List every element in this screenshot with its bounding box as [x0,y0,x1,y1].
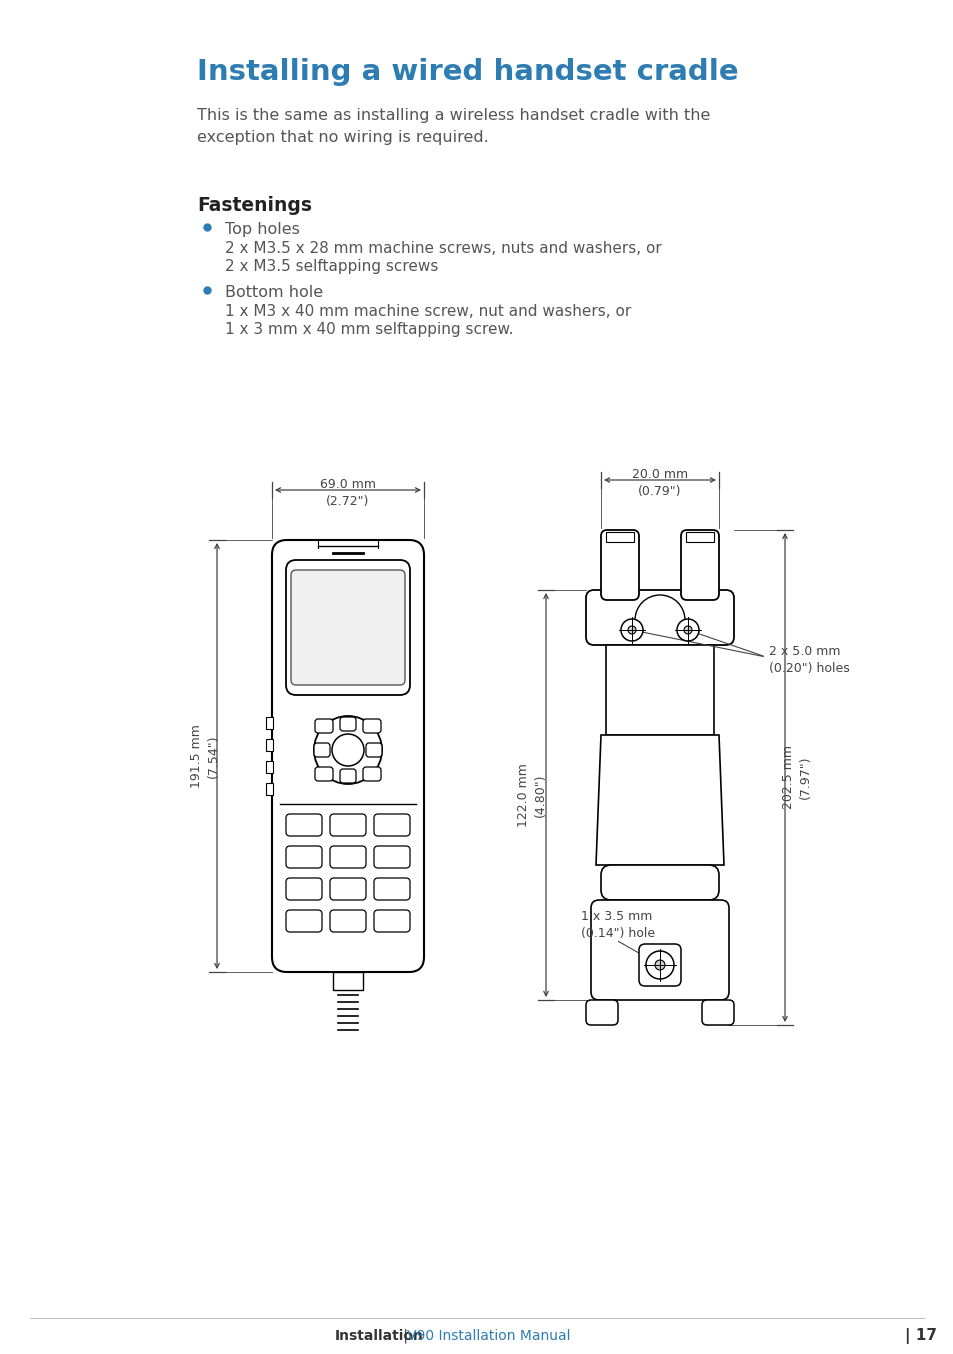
FancyBboxPatch shape [363,766,380,781]
FancyBboxPatch shape [639,944,680,986]
FancyBboxPatch shape [286,877,322,900]
FancyBboxPatch shape [374,814,410,835]
Text: 1 x M3 x 40 mm machine screw, nut and washers, or: 1 x M3 x 40 mm machine screw, nut and wa… [225,305,631,320]
FancyBboxPatch shape [286,814,322,835]
Text: Installation: Installation [335,1330,423,1343]
Bar [266,718,273,728]
Text: | 17: | 17 [904,1328,936,1345]
Bar [266,739,273,751]
FancyBboxPatch shape [600,529,639,600]
Text: Fastenings: Fastenings [196,196,312,215]
Text: 2 x M3.5 x 28 mm machine screws, nuts and washers, or: 2 x M3.5 x 28 mm machine screws, nuts an… [225,241,661,256]
FancyBboxPatch shape [363,719,380,733]
FancyBboxPatch shape [701,1001,733,1025]
Text: |: | [398,1328,412,1343]
FancyBboxPatch shape [339,718,355,731]
Text: Top holes: Top holes [225,222,299,237]
FancyBboxPatch shape [330,846,366,868]
Bar [333,972,363,990]
Circle shape [332,734,364,766]
Circle shape [627,626,636,634]
Bar [605,645,713,735]
Bar [605,532,634,542]
FancyBboxPatch shape [374,846,410,868]
Text: 122.0 mm
(4.80"): 122.0 mm (4.80") [517,764,546,827]
FancyBboxPatch shape [286,846,322,868]
Bar [266,783,273,795]
FancyBboxPatch shape [330,814,366,835]
Text: 1 x 3.5 mm
(0.14") hole: 1 x 3.5 mm (0.14") hole [580,910,655,940]
FancyBboxPatch shape [272,540,423,972]
FancyBboxPatch shape [374,910,410,932]
Text: 20.0 mm
(0.79"): 20.0 mm (0.79") [631,468,687,498]
Circle shape [645,951,673,979]
Circle shape [314,716,381,784]
FancyBboxPatch shape [286,910,322,932]
Bar [266,761,273,773]
FancyBboxPatch shape [590,900,728,1001]
FancyBboxPatch shape [339,769,355,783]
Bar [685,532,713,542]
FancyBboxPatch shape [374,877,410,900]
FancyBboxPatch shape [330,910,366,932]
FancyBboxPatch shape [600,865,719,900]
Text: Installing a wired handset cradle: Installing a wired handset cradle [196,58,738,87]
FancyBboxPatch shape [366,743,381,757]
Circle shape [655,960,664,969]
FancyBboxPatch shape [314,719,333,733]
FancyBboxPatch shape [585,1001,618,1025]
FancyBboxPatch shape [314,743,330,757]
FancyBboxPatch shape [286,561,410,695]
Text: This is the same as installing a wireless handset cradle with the: This is the same as installing a wireles… [196,108,710,123]
Text: 2 x 5.0 mm
(0.20") holes: 2 x 5.0 mm (0.20") holes [768,645,849,676]
Text: 69.0 mm
(2.72"): 69.0 mm (2.72") [319,478,375,508]
Text: exception that no wiring is required.: exception that no wiring is required. [196,130,488,145]
FancyBboxPatch shape [585,590,733,645]
FancyBboxPatch shape [680,529,719,600]
Polygon shape [596,735,723,865]
Text: Bottom hole: Bottom hole [225,284,323,301]
Text: V90 Installation Manual: V90 Installation Manual [407,1330,570,1343]
FancyBboxPatch shape [291,570,405,685]
Text: 191.5 mm
(7.54"): 191.5 mm (7.54") [190,724,220,788]
Circle shape [677,619,699,640]
FancyBboxPatch shape [330,877,366,900]
Text: 2 x M3.5 selftapping screws: 2 x M3.5 selftapping screws [225,259,438,274]
Text: 1 x 3 mm x 40 mm selftapping screw.: 1 x 3 mm x 40 mm selftapping screw. [225,322,513,337]
Text: 202.5 mm
(7.97"): 202.5 mm (7.97") [781,745,811,808]
Circle shape [620,619,642,640]
Circle shape [683,626,691,634]
FancyBboxPatch shape [314,766,333,781]
